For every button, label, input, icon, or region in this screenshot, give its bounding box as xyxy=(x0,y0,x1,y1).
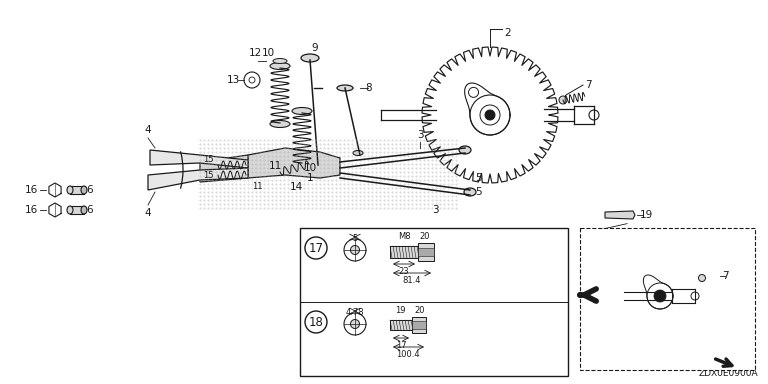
Circle shape xyxy=(344,239,366,261)
Text: 4: 4 xyxy=(144,125,151,135)
Circle shape xyxy=(654,290,666,302)
Text: 11: 11 xyxy=(269,161,282,171)
Text: 17: 17 xyxy=(309,242,323,255)
Text: 9: 9 xyxy=(312,43,318,53)
Ellipse shape xyxy=(292,162,312,169)
Bar xyxy=(580,228,755,370)
Text: 20: 20 xyxy=(415,306,425,315)
Text: 5: 5 xyxy=(475,187,482,197)
Ellipse shape xyxy=(270,121,290,127)
Ellipse shape xyxy=(337,85,353,91)
Ellipse shape xyxy=(292,108,312,114)
Text: 2: 2 xyxy=(504,28,511,38)
Text: 7: 7 xyxy=(585,80,591,90)
Text: 6: 6 xyxy=(86,205,93,215)
Circle shape xyxy=(485,110,495,120)
Text: FR.: FR. xyxy=(691,351,712,361)
Text: 16: 16 xyxy=(25,205,38,215)
Text: 5: 5 xyxy=(353,234,358,243)
Text: 8: 8 xyxy=(365,83,372,93)
Polygon shape xyxy=(150,150,248,168)
Ellipse shape xyxy=(273,58,287,63)
Ellipse shape xyxy=(67,186,73,194)
Text: 6: 6 xyxy=(86,185,93,195)
Ellipse shape xyxy=(67,206,73,214)
Text: 15: 15 xyxy=(204,170,214,179)
Text: 4.78: 4.78 xyxy=(346,308,364,317)
Text: ZDX0E0900A: ZDX0E0900A xyxy=(698,369,758,378)
Ellipse shape xyxy=(270,63,290,70)
Bar xyxy=(418,243,434,261)
Text: 3: 3 xyxy=(417,130,423,140)
Text: 13: 13 xyxy=(227,75,240,85)
Ellipse shape xyxy=(459,146,471,154)
Text: 1: 1 xyxy=(307,173,313,183)
Polygon shape xyxy=(248,148,340,178)
Circle shape xyxy=(344,313,366,335)
Text: 23: 23 xyxy=(399,267,409,276)
Bar xyxy=(70,186,84,194)
Circle shape xyxy=(559,96,567,104)
Ellipse shape xyxy=(312,158,324,164)
Bar xyxy=(390,246,418,258)
Text: 12: 12 xyxy=(249,48,262,58)
Text: 17: 17 xyxy=(396,341,406,350)
Ellipse shape xyxy=(81,206,87,214)
Text: 100.4: 100.4 xyxy=(396,350,420,359)
Text: 19: 19 xyxy=(395,306,406,315)
Bar xyxy=(300,228,568,376)
Polygon shape xyxy=(148,168,248,190)
Text: 20: 20 xyxy=(420,232,430,241)
Text: 15: 15 xyxy=(204,156,214,164)
Ellipse shape xyxy=(81,186,87,194)
Text: 4: 4 xyxy=(144,208,151,218)
Bar xyxy=(390,320,412,330)
Text: 16: 16 xyxy=(25,185,38,195)
Text: 14: 14 xyxy=(290,182,303,192)
Text: 18: 18 xyxy=(309,316,323,328)
Ellipse shape xyxy=(353,151,363,156)
Bar xyxy=(412,321,426,329)
Text: 19: 19 xyxy=(640,210,654,220)
Text: 11: 11 xyxy=(252,182,263,191)
Bar xyxy=(70,206,84,214)
Text: 5: 5 xyxy=(475,173,482,183)
Ellipse shape xyxy=(464,188,476,196)
Circle shape xyxy=(699,275,706,281)
Bar xyxy=(418,248,434,256)
Circle shape xyxy=(350,319,359,328)
Text: 10: 10 xyxy=(304,163,317,173)
Text: 7: 7 xyxy=(722,271,729,281)
Text: 10: 10 xyxy=(262,48,275,58)
Ellipse shape xyxy=(301,54,319,62)
Ellipse shape xyxy=(287,164,301,169)
Circle shape xyxy=(350,245,359,255)
Text: M8: M8 xyxy=(398,232,410,241)
Polygon shape xyxy=(605,211,635,219)
Bar xyxy=(412,317,426,333)
Text: 81.4: 81.4 xyxy=(402,276,422,285)
Polygon shape xyxy=(200,155,248,182)
Text: 3: 3 xyxy=(432,205,439,215)
